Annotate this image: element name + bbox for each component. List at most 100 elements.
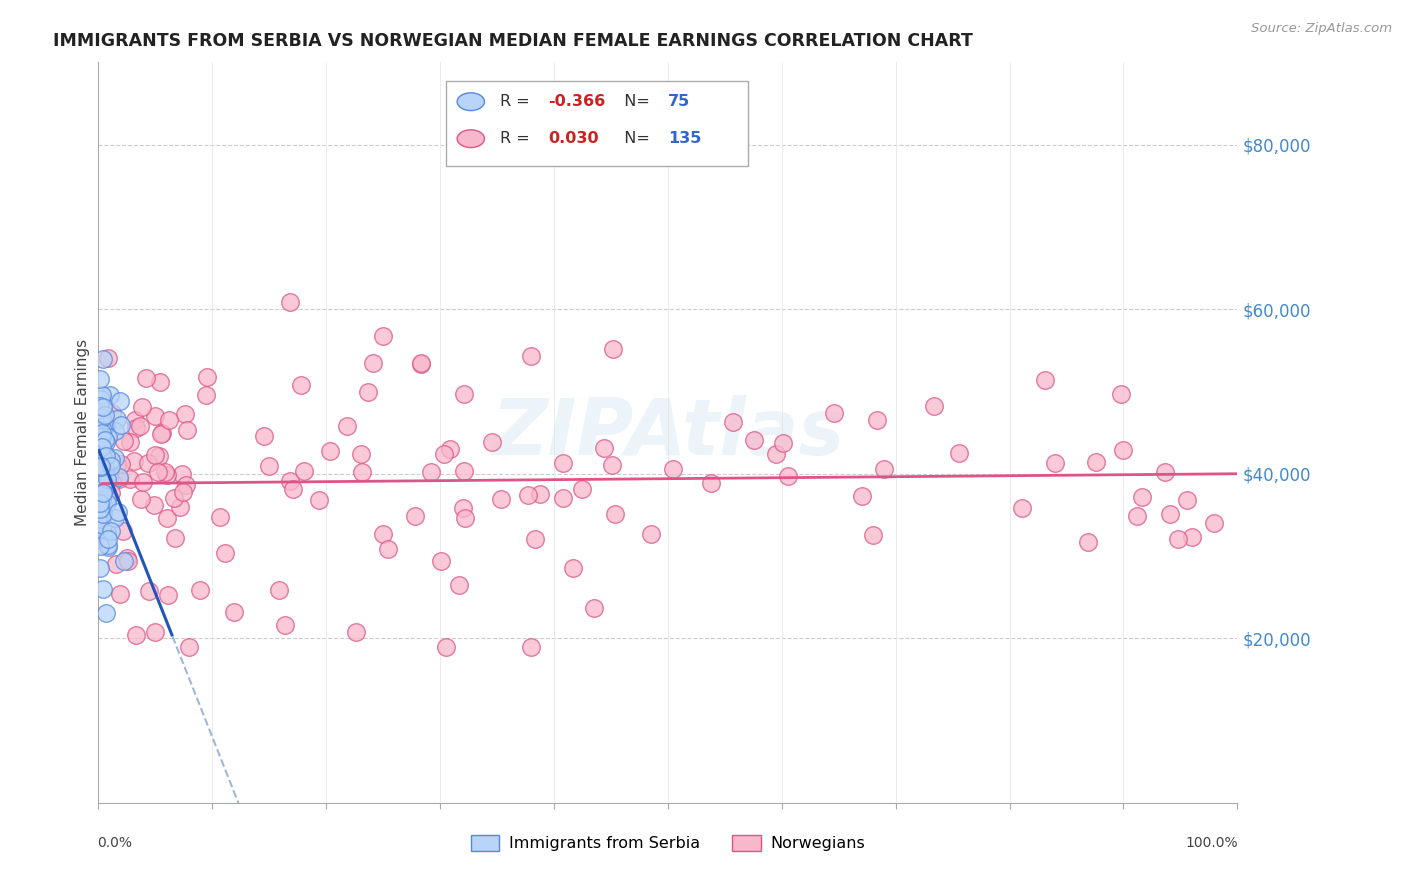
Point [96,472,118,486]
Point [98,388,121,402]
Point [433,447,456,461]
Point [742,434,765,448]
Point [96,491,118,506]
Text: -0.366: -0.366 [548,95,606,109]
Point [90,432,112,446]
Point [721,416,744,430]
Point [420,465,443,479]
Circle shape [457,93,485,111]
Point [91,440,114,454]
Point [91,425,114,440]
Point [153,465,176,479]
Point [93,445,115,459]
Point [517,488,540,502]
Point [93,485,115,500]
Point [551,491,574,505]
Text: 75: 75 [668,95,690,109]
Point [700,476,723,491]
Point [89,539,111,553]
Point [91,418,114,433]
Point [89,496,111,510]
Point [91,450,114,465]
Point [100,453,122,467]
Point [529,486,551,500]
Point [520,349,543,363]
Point [157,588,180,602]
Point [224,605,246,619]
Point [93,508,115,522]
Point [163,491,186,505]
Point [128,418,150,433]
Point [411,357,433,371]
Point [96,490,118,504]
Point [600,458,623,473]
Point [195,370,218,384]
Point [90,430,112,444]
Point [118,471,141,485]
Point [352,465,374,479]
Point [1181,530,1204,544]
Point [108,469,131,483]
Point [149,375,172,389]
Point [253,429,276,443]
Point [115,551,138,566]
Point [97,533,120,547]
Point [481,434,503,449]
Point [823,406,845,420]
Point [851,489,873,503]
Point [131,400,153,414]
Point [143,409,166,424]
Point [377,541,399,556]
Point [489,491,512,506]
Point [90,447,112,461]
Point [866,413,889,427]
Point [454,511,477,525]
Point [114,554,136,568]
Text: R =: R = [501,131,536,146]
Point [110,458,132,472]
Point [94,434,117,448]
Point [97,541,120,555]
Point [1154,465,1177,479]
Point [278,474,301,488]
Point [371,527,394,541]
Point [519,640,541,654]
Point [105,411,128,425]
Point [150,426,173,441]
Point [138,584,160,599]
Point [776,469,799,483]
Point [1166,532,1188,546]
Point [1043,456,1066,470]
Point [267,582,290,597]
Point [91,420,114,434]
Point [190,583,212,598]
Point [90,511,112,525]
Point [453,464,475,478]
Point [112,434,135,448]
Point [640,527,662,541]
Point [948,446,970,460]
Point [411,356,433,370]
Point [90,473,112,487]
Point [89,505,111,519]
Point [90,392,112,407]
Point [96,606,118,620]
Point [194,388,217,402]
Point [593,442,616,456]
Point [772,435,794,450]
Point [862,528,884,542]
Point [172,484,194,499]
Point [436,640,458,654]
Point [93,352,115,367]
Point [91,521,114,535]
Point [150,426,173,441]
Point [94,434,117,449]
Point [429,554,451,568]
Point [371,329,394,343]
Point [89,467,111,481]
Point [1159,507,1181,521]
Point [91,492,114,507]
Point [104,511,127,525]
Point [172,467,194,481]
Point [122,453,145,467]
